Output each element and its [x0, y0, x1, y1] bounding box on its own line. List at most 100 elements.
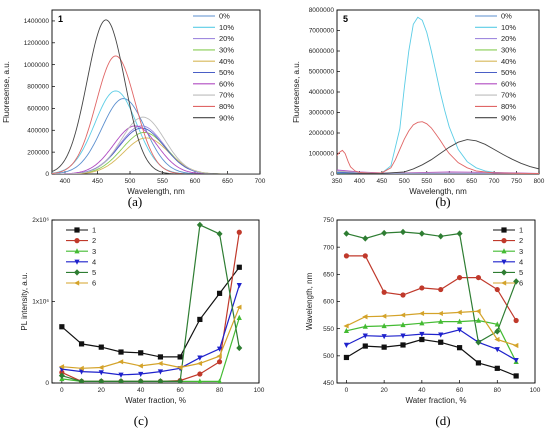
y-tick-label: 1400000	[24, 18, 50, 25]
data-point	[118, 349, 124, 355]
y-tick-label: 700	[323, 244, 334, 251]
series-line-4	[61, 285, 240, 376]
legend-marker	[501, 248, 507, 254]
legend-entry: 40%	[501, 57, 516, 66]
data-point	[137, 363, 143, 369]
data-point	[59, 324, 65, 330]
data-point	[216, 346, 223, 352]
series-line-6	[61, 306, 240, 369]
data-point	[418, 310, 425, 317]
data-point	[343, 253, 350, 259]
x-tick-label: 60	[177, 387, 185, 394]
data-point	[78, 369, 85, 375]
data-point	[157, 360, 163, 367]
series-line-5	[346, 231, 517, 344]
data-point	[456, 345, 463, 351]
data-point	[400, 292, 406, 298]
series-line-90	[337, 139, 539, 174]
data-point	[98, 378, 105, 383]
x-axis-label: Wavelength, nm	[127, 187, 185, 196]
data-point	[196, 360, 203, 367]
data-point	[381, 229, 388, 237]
plot-frame	[51, 9, 261, 175]
data-point	[343, 230, 350, 237]
y-tick-label: 4000000	[309, 89, 335, 96]
data-point	[437, 233, 444, 240]
x-tick-label: 40	[418, 387, 426, 394]
legend-marker	[74, 269, 80, 276]
x-tick-label: 700	[255, 178, 266, 185]
data-point	[118, 359, 124, 365]
series-line-90	[52, 19, 260, 174]
data-point	[475, 308, 481, 314]
legend-entry: 50%	[219, 68, 234, 77]
legend-marker	[501, 238, 507, 244]
data-point	[456, 309, 462, 315]
data-point	[362, 343, 368, 349]
data-point	[236, 314, 242, 320]
data-point	[437, 310, 443, 317]
x-tick-label: 80	[494, 387, 502, 394]
x-tick-label: 20	[381, 387, 389, 394]
series-line-5	[61, 224, 240, 382]
panel-caption: (a)	[128, 194, 142, 209]
legend-marker	[501, 227, 507, 233]
x-axis-label: Water fraction, %	[125, 396, 186, 405]
series-line-10	[337, 16, 539, 174]
data-point	[456, 327, 463, 333]
series-layer	[52, 19, 260, 174]
data-point	[438, 318, 444, 324]
series-line-2	[346, 255, 517, 321]
x-tick-label: 100	[254, 387, 265, 394]
y-tick-label: 450	[323, 380, 334, 387]
legend-entry: 80%	[501, 102, 516, 111]
data-point	[343, 342, 350, 348]
data-point	[236, 264, 242, 270]
data-point	[216, 290, 223, 296]
legend-entry: 90%	[501, 113, 516, 122]
data-point	[177, 378, 184, 383]
x-tick-label: 650	[466, 178, 477, 185]
data-point	[400, 228, 406, 236]
data-point	[78, 341, 85, 347]
legend-entry: 0%	[219, 12, 230, 21]
legend-entry: 50%	[501, 68, 516, 77]
legend-entry: 0%	[501, 12, 512, 21]
legend-entry: 1	[519, 226, 523, 235]
data-point	[362, 333, 368, 339]
data-point	[236, 283, 242, 289]
data-point	[217, 378, 222, 383]
data-point	[400, 321, 406, 328]
series-line-80	[52, 55, 260, 174]
y-tick-label: 2x10⁶	[32, 217, 49, 224]
data-point	[381, 344, 387, 350]
x-tick-label: 80	[216, 387, 224, 394]
legend-entry: 2	[92, 236, 96, 245]
y-axis-label: Wavelength, nm	[305, 272, 314, 330]
x-tick-label: 600	[190, 178, 201, 185]
y-tick-label: 2000000	[309, 130, 335, 137]
data-point	[362, 314, 368, 320]
series-layer	[337, 16, 539, 174]
legend-marker	[501, 269, 507, 276]
data-point	[494, 365, 500, 371]
x-tick-label: 400	[354, 178, 365, 185]
data-point	[138, 350, 144, 356]
y-tick-label: 1000000	[24, 62, 50, 69]
data-point	[494, 328, 501, 335]
data-point	[475, 274, 482, 281]
data-point	[438, 332, 444, 338]
y-tick-label: 200000	[27, 149, 49, 156]
data-point	[78, 378, 85, 383]
y-tick-label: 600	[323, 299, 334, 306]
data-point	[419, 285, 425, 291]
panel-number-label: 1	[58, 14, 63, 24]
legend-marker	[501, 259, 507, 265]
panel-caption: (c)	[134, 413, 148, 428]
data-point	[157, 369, 164, 375]
data-point	[456, 230, 463, 237]
plot-frame	[336, 219, 536, 384]
series-line-80	[337, 121, 539, 174]
